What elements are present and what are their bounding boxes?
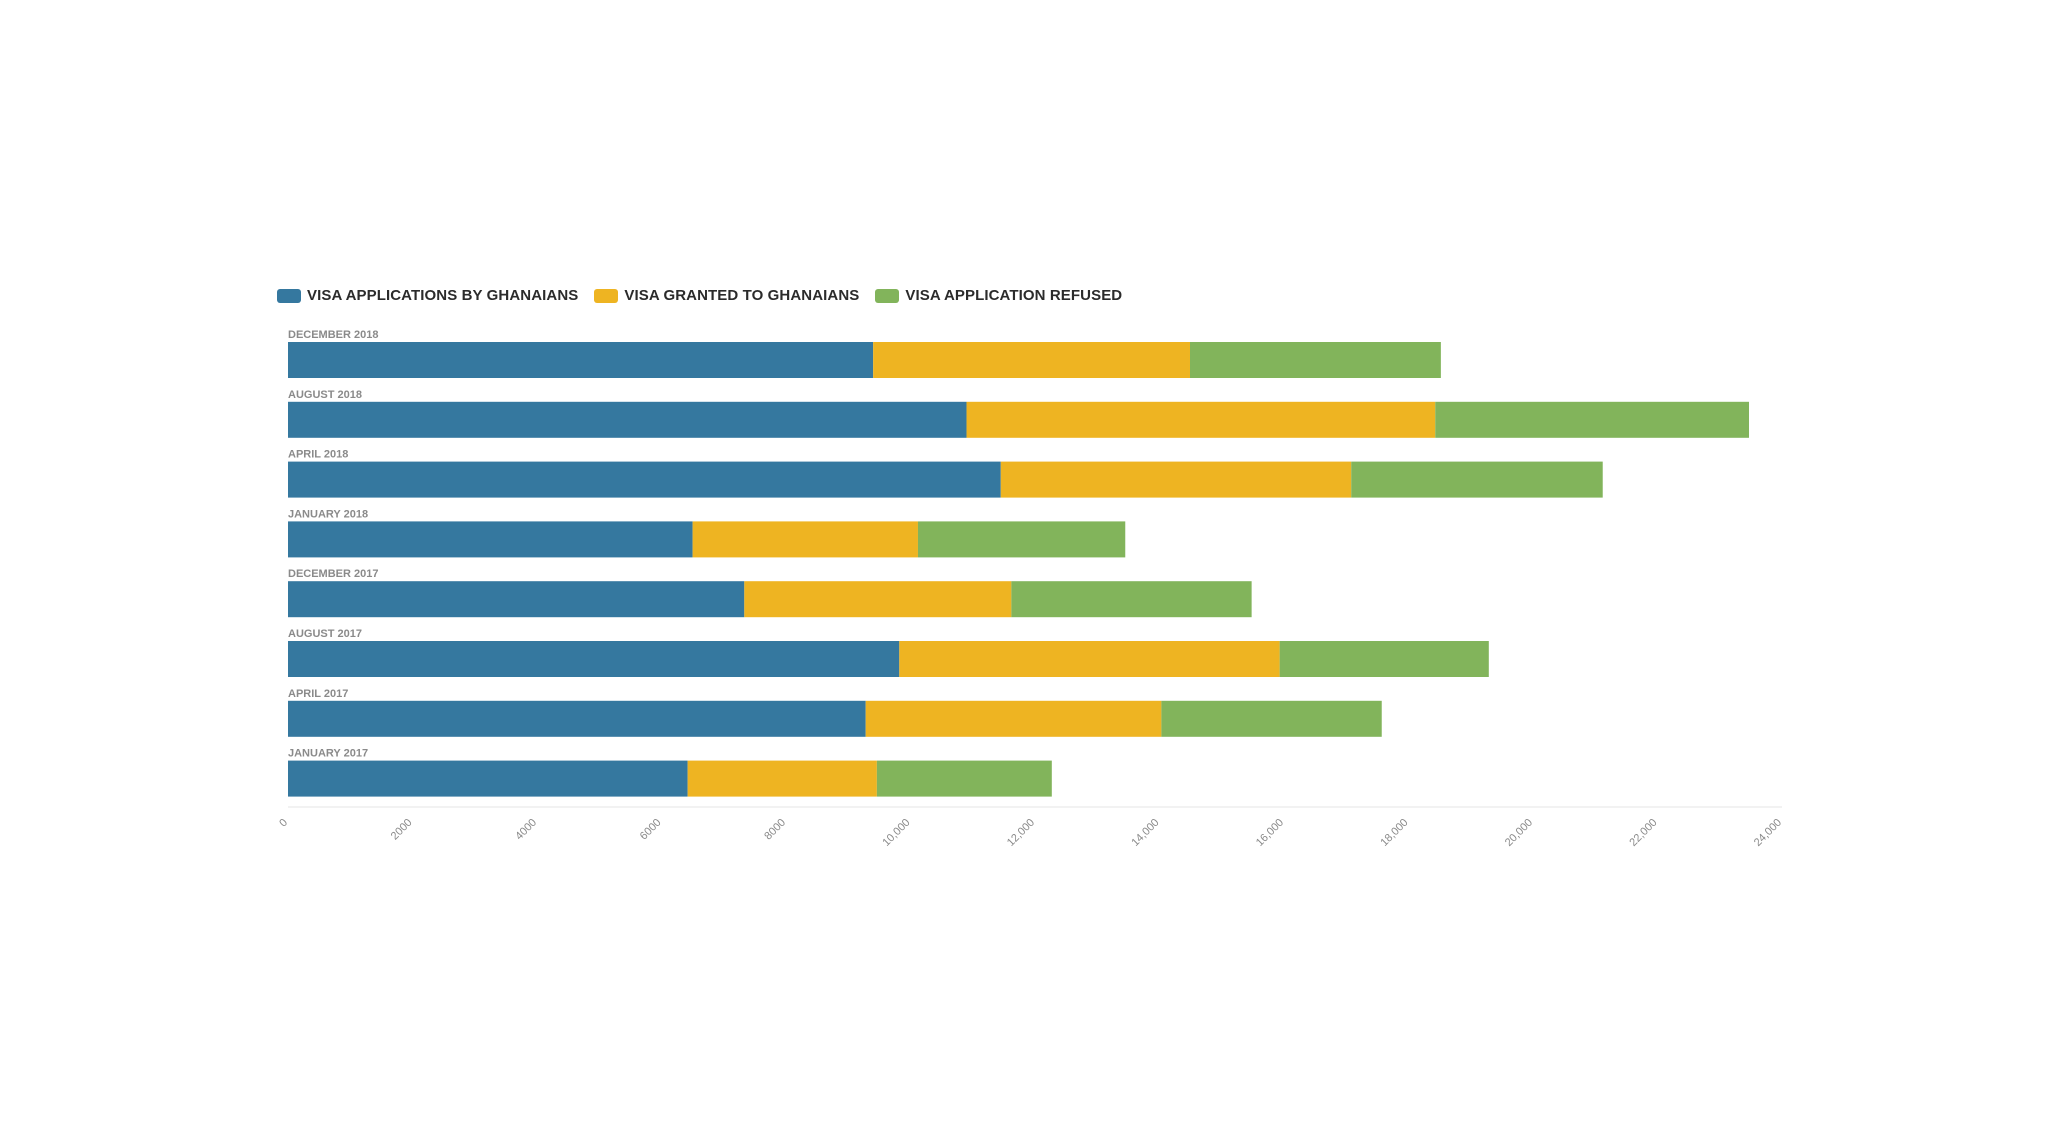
bar-august-2017-visa-granted-to-ghanaians [899, 641, 1280, 677]
x-tick-label-14000: 14,000 [1129, 817, 1161, 849]
x-tick-label-20000: 20,000 [1503, 817, 1535, 849]
x-tick-label-2000: 2000 [389, 817, 415, 843]
category-label-january-2018: JANUARY 2018 [288, 508, 368, 520]
x-tick-label-0: 0 [277, 817, 290, 830]
bar-august-2018-visa-application-refused [1435, 401, 1750, 438]
x-tick-label-10000: 10,000 [880, 817, 912, 849]
bar-january-2018-visa-application-refused [917, 521, 1126, 558]
bar-december-2018-visa-applications-by-ghanaians [288, 342, 874, 378]
bar-august-2017-visa-application-refused [1279, 641, 1489, 677]
x-tick-label-12000: 12,000 [1005, 817, 1037, 849]
category-label-august-2017: AUGUST 2017 [288, 628, 362, 640]
category-label-december-2017: DECEMBER 2017 [288, 568, 378, 580]
bar-april-2017-visa-applications-by-ghanaians [288, 700, 866, 737]
bar-december-2018-visa-granted-to-ghanaians [873, 342, 1191, 378]
legend-label-refused: VISA APPLICATION REFUSED [905, 287, 1123, 304]
bar-january-2018-visa-applications-by-ghanaians [288, 521, 693, 558]
x-tick-label-4000: 4000 [513, 817, 539, 843]
bar-august-2017-visa-applications-by-ghanaians [288, 641, 900, 677]
legend-item-refused: VISA APPLICATION REFUSED [875, 287, 1122, 304]
bar-december-2017-visa-applications-by-ghanaians [288, 581, 745, 618]
bar-april-2017-visa-application-refused [1161, 700, 1382, 737]
bar-january-2017-visa-granted-to-ghanaians [687, 760, 877, 797]
legend-item-granted: VISA GRANTED TO GHANAIANS [594, 287, 859, 304]
category-label-december-2018: DECEMBER 2018 [288, 329, 378, 341]
bar-january-2018-visa-granted-to-ghanaians [692, 521, 918, 558]
legend-item-applications: VISA APPLICATIONS BY GHANAIANS [277, 287, 578, 304]
chart-legend: VISA APPLICATIONS BY GHANAIANS VISA GRAN… [277, 287, 1138, 304]
bar-april-2018-visa-application-refused [1351, 461, 1603, 498]
category-label-april-2017: APRIL 2017 [288, 688, 348, 700]
category-label-august-2018: AUGUST 2018 [288, 389, 362, 401]
bar-january-2017-visa-applications-by-ghanaians [288, 760, 688, 797]
legend-swatch-granted [594, 288, 619, 303]
x-tick-label-8000: 8000 [762, 817, 788, 843]
bar-april-2018-visa-granted-to-ghanaians [1000, 461, 1352, 498]
legend-swatch-applications [277, 288, 301, 303]
bar-december-2017-visa-granted-to-ghanaians [744, 581, 1012, 618]
x-tick-label-6000: 6000 [638, 817, 664, 843]
bar-august-2018-visa-granted-to-ghanaians [966, 401, 1436, 438]
bar-january-2017-visa-application-refused [876, 760, 1052, 797]
x-tick-label-22000: 22,000 [1627, 817, 1659, 849]
x-tick-label-18000: 18,000 [1378, 817, 1410, 849]
x-tick-label-24000: 24,000 [1752, 817, 1784, 849]
legend-label-granted: VISA GRANTED TO GHANAIANS [624, 287, 860, 304]
bar-august-2018-visa-applications-by-ghanaians [288, 401, 967, 438]
bar-december-2018-visa-application-refused [1190, 342, 1441, 378]
bar-december-2017-visa-application-refused [1011, 581, 1252, 618]
legend-swatch-refused [875, 288, 900, 303]
bar-april-2017-visa-granted-to-ghanaians [865, 700, 1162, 737]
bar-april-2018-visa-applications-by-ghanaians [288, 461, 1001, 498]
legend-label-applications: VISA APPLICATIONS BY GHANAIANS [307, 287, 579, 304]
category-label-january-2017: JANUARY 2017 [288, 748, 368, 760]
x-tick-label-16000: 16,000 [1254, 817, 1286, 849]
category-label-april-2018: APRIL 2018 [288, 449, 348, 461]
